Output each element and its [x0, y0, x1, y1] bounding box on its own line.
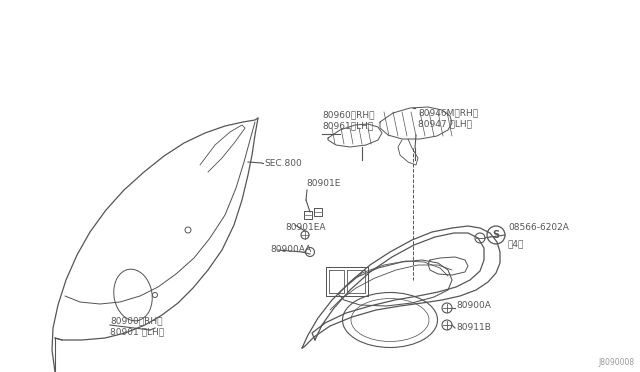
Text: 08566-6202A: 08566-6202A — [508, 224, 569, 232]
Text: 80900A: 80900A — [456, 301, 491, 311]
Text: 80946M〈RH〉
80947 〈LH〉: 80946M〈RH〉 80947 〈LH〉 — [418, 108, 478, 129]
Text: 80901EA: 80901EA — [285, 224, 326, 232]
Text: 80901E: 80901E — [306, 179, 340, 188]
Text: S: S — [492, 230, 500, 240]
Text: 80900〈RH〉
80901 〈LH〉: 80900〈RH〉 80901 〈LH〉 — [110, 316, 164, 337]
Text: 〈4〉: 〈4〉 — [508, 240, 524, 248]
Text: 80911B: 80911B — [456, 324, 491, 333]
Text: 80960〈RH〉
80961〈LH〉: 80960〈RH〉 80961〈LH〉 — [322, 110, 374, 131]
Text: 80900AA: 80900AA — [270, 246, 311, 254]
Text: J8090008: J8090008 — [599, 358, 635, 367]
Text: SEC.800: SEC.800 — [264, 158, 301, 167]
